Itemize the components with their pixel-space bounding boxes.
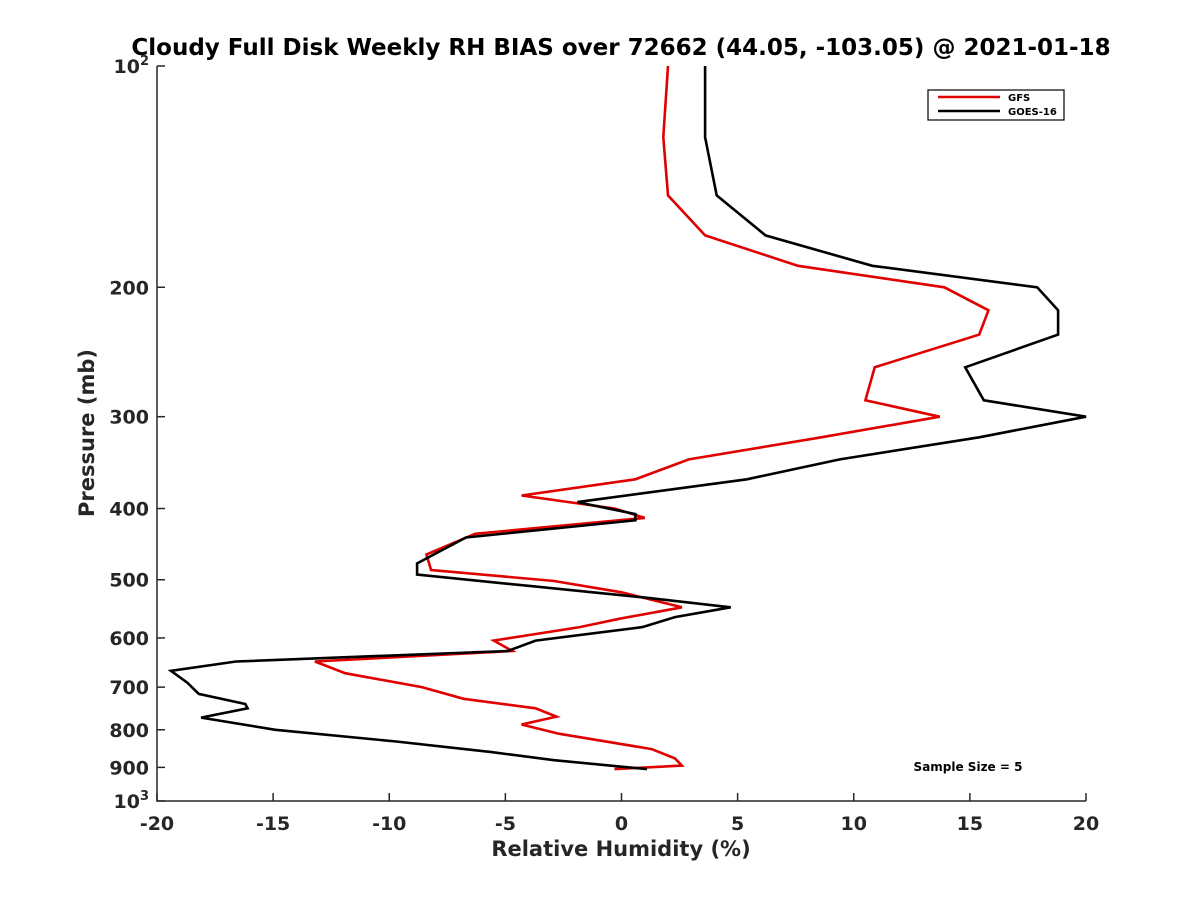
plot-series	[167, 65, 1087, 771]
y-tick-label-base: 800	[109, 720, 149, 742]
series-line-gfs	[314, 65, 991, 771]
y-tick-label: 200	[109, 277, 149, 299]
y-tick-label: 900	[109, 757, 149, 779]
legend-label-gfs: GFS	[1008, 93, 1030, 104]
axes-frame	[156, 66, 1086, 802]
y-tick-label-base: 900	[109, 757, 149, 779]
y-axis-label: Pressure (mb)	[75, 349, 99, 517]
y-tick-label-exponent: 3	[140, 789, 149, 804]
y-tick-label-base: 10	[114, 56, 140, 78]
y-tick-label-base: 200	[109, 277, 149, 299]
y-tick-label: 700	[109, 677, 149, 699]
axis-ticks: -20 -15 -10 -5 0 5 10 15 20102200300400500600700…	[109, 54, 1099, 835]
y-tick-label: 400	[109, 499, 149, 521]
x-tick-label: 20	[1073, 813, 1099, 835]
y-tick-label-base: 600	[109, 628, 149, 650]
y-tick-label-base: 10	[114, 791, 140, 813]
x-tick-label: 15	[957, 813, 983, 835]
y-tick-label: 102	[114, 54, 150, 78]
sample-size-annotation: Sample Size = 5	[914, 760, 1023, 774]
series-line-goes-16	[167, 66, 1087, 771]
y-tick-label: 600	[109, 628, 149, 650]
x-tick-label: 0	[615, 813, 628, 835]
x-tick-label: 5	[731, 813, 744, 835]
legend-label-goes-16: GOES-16	[1008, 107, 1057, 118]
legend-box	[927, 89, 1065, 121]
y-tick-label: 800	[109, 720, 149, 742]
y-tick-label-base: 700	[109, 677, 149, 699]
y-tick-label-base: 500	[109, 570, 149, 592]
y-tick-label-exponent: 2	[140, 54, 149, 69]
x-axis-label: Relative Humidity (%)	[491, 837, 750, 861]
y-tick-label: 103	[114, 789, 150, 813]
chart-title: Cloudy Full Disk Weekly RH BIAS over 726…	[131, 35, 1110, 61]
x-tick-label: -20	[140, 813, 174, 835]
x-tick-label: -10	[372, 813, 406, 835]
legend: GFS GOES-16	[927, 89, 1065, 121]
y-tick-label: 300	[109, 407, 149, 429]
x-tick-label: 10	[841, 813, 867, 835]
y-tick-label: 500	[109, 570, 149, 592]
y-tick-label-base: 300	[109, 407, 149, 429]
x-tick-label: -5	[495, 813, 516, 835]
x-tick-label: -15	[256, 813, 290, 835]
y-tick-label-base: 400	[109, 499, 149, 521]
